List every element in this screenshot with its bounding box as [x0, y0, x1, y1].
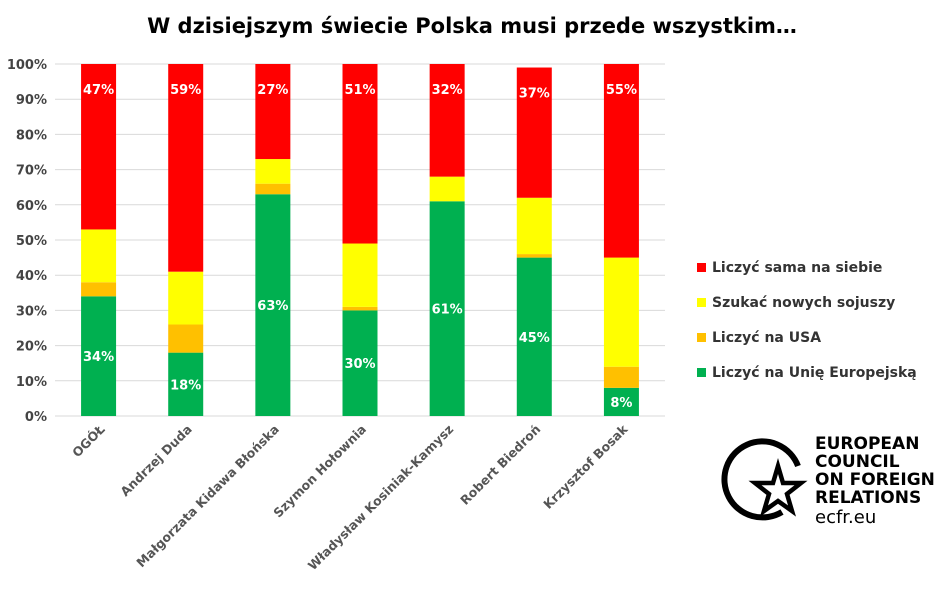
bar-segment — [603, 257, 639, 367]
bar-segment — [603, 64, 639, 258]
bars: 34% 47% 18% 59% 63% 27% 30% 51% 61% 32% 45% 37% 8% 55… — [81, 64, 639, 416]
data-label: 8% — [610, 396, 632, 411]
bar-segment — [81, 296, 117, 416]
legend-item: Liczyć sama na siebie — [712, 260, 882, 276]
x-tick-label: Andrzej Duda — [117, 422, 195, 500]
bar-segment — [81, 64, 117, 230]
bar-segment — [168, 352, 204, 416]
bar-segment — [516, 197, 552, 255]
bar-segment — [255, 64, 291, 160]
logo-line-4: RELATIONS — [815, 488, 921, 508]
bar-segment — [603, 387, 639, 416]
y-tick-label: 100% — [7, 58, 47, 73]
data-label: 32% — [432, 83, 463, 98]
bar-segment — [429, 64, 465, 177]
legend-swatch — [697, 333, 706, 342]
bar-segment — [255, 183, 291, 195]
bar-segment — [342, 310, 378, 416]
y-tick-label: 70% — [16, 164, 47, 179]
y-axis: 0% 10% 20% 30% 40% 50% 60% 70% 80% 90% 100% — [7, 58, 47, 425]
data-label: 45% — [519, 331, 550, 346]
y-tick-label: 40% — [16, 269, 47, 284]
bar-segment — [516, 257, 552, 416]
bar-segment — [255, 159, 291, 184]
data-label: 59% — [170, 83, 201, 98]
data-label: 34% — [83, 350, 114, 365]
data-label: 18% — [170, 378, 201, 393]
logo-line-2: COUNCIL — [815, 452, 900, 472]
legend-swatch — [697, 368, 706, 377]
bar-segment — [168, 324, 204, 353]
x-tick-label: Szymon Hołownia — [270, 422, 369, 521]
data-label: 51% — [344, 83, 375, 98]
bar-segment — [342, 306, 378, 311]
data-label: 30% — [344, 357, 375, 372]
star-circle-icon — [721, 438, 808, 521]
bar-segment — [342, 64, 378, 244]
legend-swatch — [697, 298, 706, 307]
x-tick-label: OGÓŁ — [69, 422, 108, 461]
legend: Liczyć sama na siebie Szukać nowych sojus… — [697, 260, 917, 381]
y-tick-label: 90% — [16, 93, 47, 108]
y-tick-label: 0% — [25, 410, 47, 425]
data-label: 55% — [606, 83, 637, 98]
bar-segment — [255, 194, 291, 416]
x-tick-label: Władysław Kosiniak-Kamysz — [305, 422, 457, 574]
y-tick-label: 10% — [16, 375, 47, 390]
y-tick-label: 60% — [16, 199, 47, 214]
x-tick-label: Robert Biedroń — [457, 422, 543, 508]
y-tick-label: 30% — [16, 304, 47, 319]
y-tick-label: 50% — [16, 234, 47, 249]
logo-line-3: ON FOREIGN — [815, 470, 935, 490]
bar-segment — [603, 366, 639, 388]
legend-swatch — [697, 263, 706, 272]
legend-item: Liczyć na USA — [712, 330, 821, 346]
data-label: 63% — [257, 299, 288, 314]
y-tick-label: 20% — [16, 340, 47, 355]
chart-title: W dzisiejszym świecie Polska musi przede… — [147, 14, 797, 38]
bar-segment — [429, 176, 465, 202]
logo-line-1: EUROPEAN — [815, 434, 919, 454]
data-label: 47% — [83, 83, 114, 98]
logo-url: ecfr.eu — [815, 507, 876, 528]
bar-segment — [168, 271, 204, 325]
legend-item: Szukać nowych sojuszy — [712, 295, 895, 311]
data-label: 61% — [432, 303, 463, 318]
bar-segment — [81, 229, 117, 283]
data-label: 37% — [519, 87, 550, 102]
x-tick-label: Małgorzata Kidawa Błońska — [133, 422, 282, 571]
y-tick-label: 80% — [16, 128, 47, 143]
ecfr-logo: EUROPEAN COUNCIL ON FOREIGN RELATIONS ec… — [721, 434, 935, 528]
bar-segment — [81, 282, 117, 297]
x-tick-label: Krzysztof Bosak — [540, 421, 631, 512]
bar-segment — [516, 254, 552, 258]
bar-segment — [342, 243, 378, 307]
bar-segment — [168, 64, 204, 272]
bar-segment — [516, 67, 552, 198]
legend-item: Liczyć na Unię Europejską — [712, 365, 917, 381]
bar-segment — [429, 201, 465, 416]
data-label: 27% — [257, 83, 288, 98]
